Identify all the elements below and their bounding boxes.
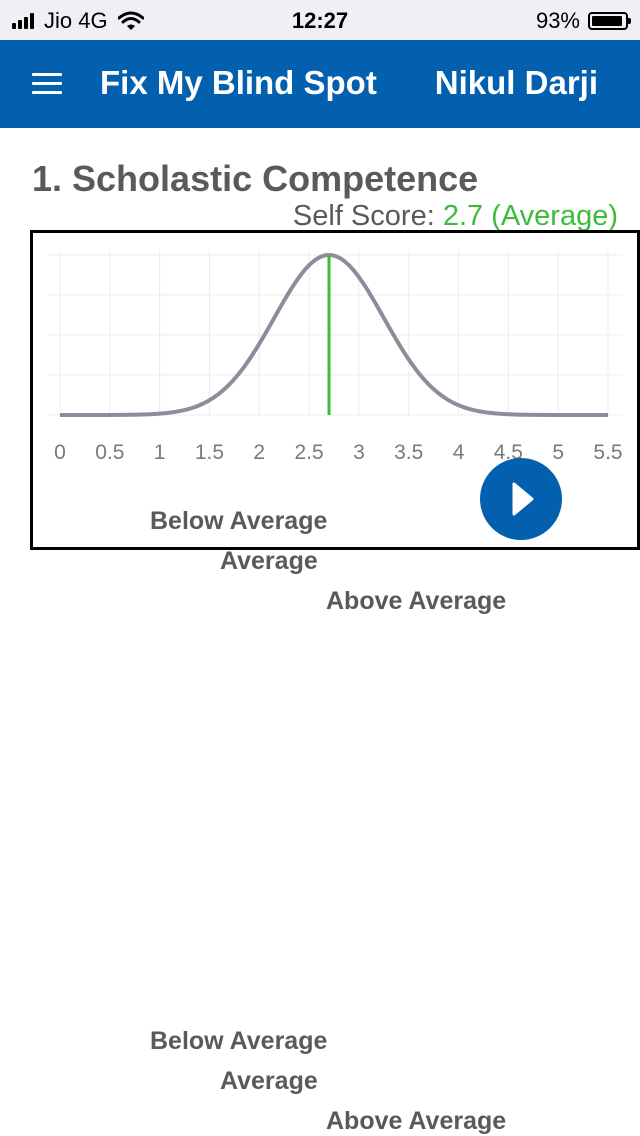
legend-below-average: Below Average [150, 1027, 328, 1055]
x-tick-label: 3 [353, 441, 365, 464]
self-score-value: 2.7 (Average) [442, 200, 618, 232]
user-name[interactable]: Nikul Darji [434, 64, 598, 101]
signal-icon [12, 13, 36, 29]
legend-below-average: Below Average [150, 507, 328, 535]
status-time: 12:27 [291, 8, 349, 33]
legend-average: Average [220, 1067, 318, 1095]
x-tick-label: 0.5 [95, 441, 124, 464]
x-tick-label: 4 [453, 441, 465, 464]
app-header: Fix My Blind Spot Nikul Darji [0, 40, 640, 128]
menu-icon[interactable] [32, 73, 62, 95]
carrier-name: Jio 4G [44, 8, 108, 33]
self-score: Self Score: 2.7 (Average) [293, 200, 618, 233]
self-score-label: Self Score: [292, 200, 435, 232]
x-tick-label: 2 [253, 441, 265, 464]
x-tick-label: 1.5 [195, 441, 224, 464]
x-tick-label: 1 [154, 441, 166, 464]
legend-above-average: Above Average [326, 587, 507, 615]
distribution-curve [60, 253, 608, 417]
legend-above-average: Above Average [326, 1107, 507, 1135]
section-title: 1. Scholastic Competence [32, 158, 479, 199]
score-distribution-chart: 0 0.5 1 1.5 2 2.5 3 3.5 4 4.5 5 5.5 [30, 230, 640, 550]
x-tick-label: 3.5 [394, 441, 423, 464]
status-bar: Jio 4G 12:27 93% [0, 0, 640, 40]
x-tick-label: 2.5 [294, 441, 323, 464]
x-tick-label: 5.5 [593, 441, 622, 464]
play-icon [512, 482, 534, 516]
battery-icon [588, 12, 631, 30]
wifi-icon [117, 11, 144, 30]
legend-average: Average [220, 547, 318, 575]
battery-percent: 93% [535, 8, 580, 33]
chart-svg: 0 0.5 1 1.5 2 2.5 3 3.5 4 4.5 5 5.5 [48, 251, 623, 464]
x-tick-label: 5 [552, 441, 564, 464]
play-button[interactable] [480, 458, 562, 540]
x-tick-label: 0 [54, 441, 66, 464]
app-title: Fix My Blind Spot [100, 64, 377, 101]
